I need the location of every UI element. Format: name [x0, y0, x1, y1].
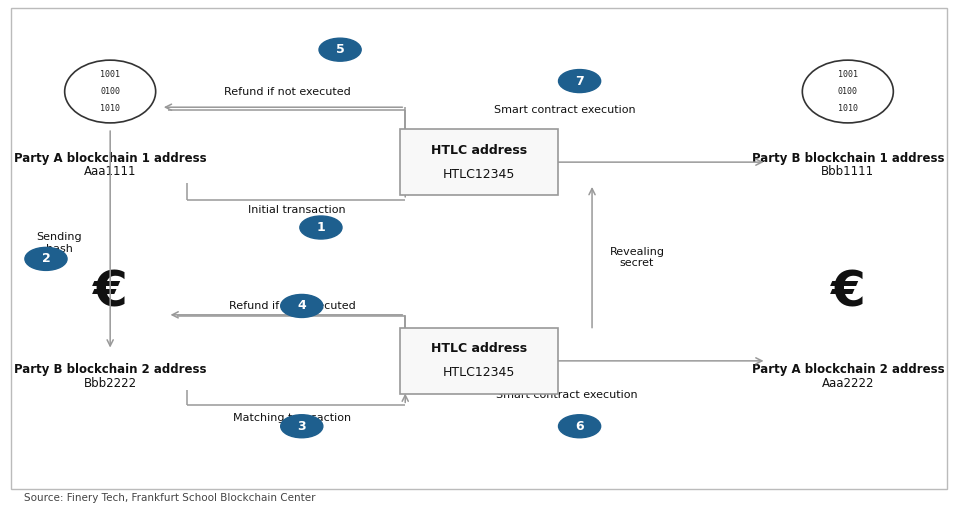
Text: 1: 1 — [316, 221, 326, 234]
Text: Revealing
secret: Revealing secret — [609, 246, 665, 268]
Text: Initial transaction: Initial transaction — [248, 205, 346, 215]
Text: Matching transaction: Matching transaction — [233, 413, 352, 424]
Text: Party B blockchain 2 address: Party B blockchain 2 address — [14, 363, 206, 377]
Text: €: € — [831, 269, 865, 317]
FancyBboxPatch shape — [11, 8, 947, 489]
Text: Party A blockchain 2 address: Party A blockchain 2 address — [751, 363, 945, 377]
Text: Smart contract execution: Smart contract execution — [494, 105, 636, 115]
Text: HTLC12345: HTLC12345 — [443, 367, 515, 379]
Text: 1010: 1010 — [101, 104, 120, 113]
Circle shape — [319, 38, 361, 61]
Text: 3: 3 — [297, 420, 307, 433]
Text: Refund if not executed: Refund if not executed — [229, 301, 355, 311]
Text: Aaa2222: Aaa2222 — [822, 377, 874, 390]
Text: 4: 4 — [297, 300, 307, 312]
Circle shape — [281, 294, 323, 317]
Text: 0100: 0100 — [838, 87, 857, 96]
Text: Source: Finery Tech, Frankfurt School Blockchain Center: Source: Finery Tech, Frankfurt School Bl… — [24, 493, 315, 503]
FancyBboxPatch shape — [399, 328, 558, 394]
Text: Refund if not executed: Refund if not executed — [224, 86, 351, 97]
Text: 2: 2 — [41, 253, 51, 265]
Text: HTLC address: HTLC address — [431, 343, 527, 355]
Text: 0100: 0100 — [101, 87, 120, 96]
Text: 6: 6 — [575, 420, 584, 433]
Text: Party A blockchain 1 address: Party A blockchain 1 address — [13, 152, 207, 165]
Text: 1001: 1001 — [838, 70, 857, 79]
Text: €: € — [93, 269, 127, 317]
Circle shape — [25, 247, 67, 270]
Text: Smart contract execution: Smart contract execution — [496, 390, 638, 400]
Text: 7: 7 — [575, 75, 584, 87]
Text: 1001: 1001 — [101, 70, 120, 79]
Circle shape — [559, 70, 601, 93]
Text: Bbb2222: Bbb2222 — [83, 377, 137, 390]
Text: HTLC12345: HTLC12345 — [443, 168, 515, 180]
Text: 1010: 1010 — [838, 104, 857, 113]
Text: 5: 5 — [335, 43, 345, 56]
Circle shape — [281, 415, 323, 438]
Text: Aaa1111: Aaa1111 — [84, 165, 136, 178]
Circle shape — [559, 415, 601, 438]
Text: Bbb1111: Bbb1111 — [821, 165, 875, 178]
Text: HTLC address: HTLC address — [431, 144, 527, 156]
Circle shape — [300, 216, 342, 239]
Text: Sending
hash: Sending hash — [36, 232, 82, 254]
Text: Party B blockchain 1 address: Party B blockchain 1 address — [752, 152, 944, 165]
FancyBboxPatch shape — [399, 130, 558, 195]
